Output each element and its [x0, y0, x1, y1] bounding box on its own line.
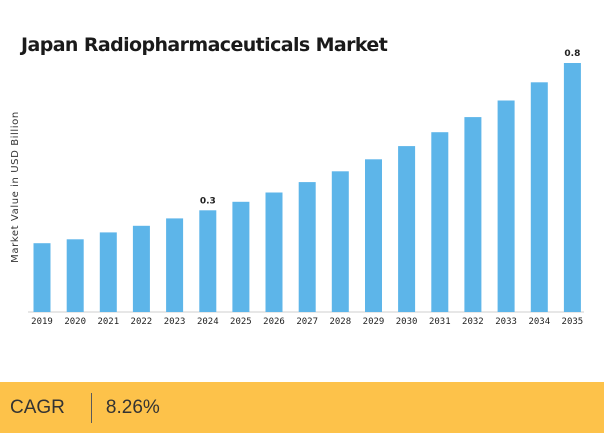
x-tick-2026: 2026 — [263, 317, 285, 327]
x-tick-2031: 2031 — [429, 317, 451, 327]
x-tick-2029: 2029 — [363, 317, 385, 327]
x-tick-2034: 2034 — [528, 317, 550, 327]
bar-2024 — [199, 210, 217, 312]
bar-2019 — [33, 243, 51, 312]
bar-2034 — [530, 82, 548, 312]
cagr-divider — [90, 392, 92, 423]
x-tick-2033: 2033 — [495, 317, 517, 327]
bar-2029 — [365, 159, 382, 312]
bar-2035 — [563, 63, 581, 312]
x-tick-2030: 2030 — [396, 317, 418, 327]
x-tick-2021: 2021 — [97, 317, 119, 327]
chart-title: Japan Radiopharmaceuticals Market — [21, 34, 388, 56]
x-tick-2025: 2025 — [230, 317, 252, 327]
cagr-label: CAGR — [10, 396, 65, 418]
bar-2030 — [398, 146, 416, 312]
bar-2032 — [464, 117, 482, 312]
x-tick-labels: 2019 2020 2021 2022 2023 2024 2025 2026 2027 2028… — [31, 317, 583, 327]
bar-2026 — [265, 192, 283, 312]
data-label-2035: 0.8 — [564, 49, 580, 59]
bar-2025 — [232, 201, 250, 312]
x-tick-2024: 2024 — [197, 317, 219, 327]
labels-layer: 0.3 0.8 — [200, 49, 581, 206]
x-tick-2019: 2019 — [31, 317, 53, 327]
data-label-2024: 0.3 — [200, 196, 216, 206]
bar-2033 — [497, 100, 515, 312]
cagr-strip: CAGR 8.26% — [0, 382, 604, 433]
chart-card: Japan Radiopharmaceuticals Market Market… — [10, 34, 584, 327]
x-tick-2028: 2028 — [329, 317, 351, 327]
y-axis-label: Market Value in USD Billion — [10, 111, 21, 263]
bar-2031 — [431, 132, 449, 312]
bar-2020 — [66, 239, 84, 312]
bar-2028 — [331, 171, 349, 312]
bar-2023 — [166, 218, 184, 312]
x-tick-2035: 2035 — [562, 317, 584, 327]
x-tick-2020: 2020 — [64, 317, 86, 327]
cagr-value: 8.26% — [105, 396, 160, 418]
x-tick-2032: 2032 — [462, 317, 484, 327]
x-tick-2023: 2023 — [164, 317, 186, 327]
x-tick-2022: 2022 — [131, 317, 153, 327]
bar-chart: Market Value in USD Billion 0.30.8 2019 2… — [10, 49, 584, 327]
bars-layer — [33, 63, 581, 312]
bar-2021 — [99, 232, 117, 312]
x-tick-2027: 2027 — [296, 317, 318, 327]
bar-2022 — [132, 225, 150, 312]
bar-2027 — [298, 182, 316, 312]
